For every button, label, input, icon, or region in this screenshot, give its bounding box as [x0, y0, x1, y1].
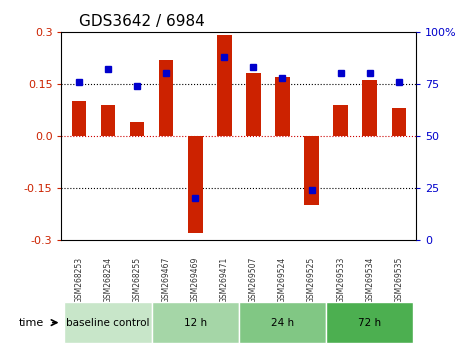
Bar — [392, 108, 406, 136]
Text: time: time — [19, 318, 44, 327]
Bar — [246, 73, 261, 136]
Text: GSM269535: GSM269535 — [394, 257, 403, 303]
Text: percentile rank within the sample: percentile rank within the sample — [203, 318, 368, 327]
Text: 24 h: 24 h — [271, 318, 294, 327]
FancyBboxPatch shape — [64, 302, 152, 343]
Bar — [79, 314, 90, 331]
Text: GSM268254: GSM268254 — [104, 257, 113, 303]
Text: GSM268255: GSM268255 — [132, 257, 141, 303]
Text: log ratio: log ratio — [97, 318, 137, 327]
Text: GSM269534: GSM269534 — [365, 257, 374, 303]
Text: GDS3642 / 6984: GDS3642 / 6984 — [79, 14, 205, 29]
Text: GSM269525: GSM269525 — [307, 257, 316, 303]
Bar — [304, 136, 319, 205]
Text: baseline control: baseline control — [66, 318, 150, 327]
Text: GSM269533: GSM269533 — [336, 257, 345, 303]
Text: GSM268253: GSM268253 — [74, 257, 83, 303]
Bar — [275, 77, 290, 136]
Text: GSM269507: GSM269507 — [249, 257, 258, 303]
Bar — [217, 35, 232, 136]
FancyBboxPatch shape — [152, 302, 239, 343]
Bar — [333, 104, 348, 136]
Text: 12 h: 12 h — [184, 318, 207, 327]
Bar — [130, 122, 144, 136]
Bar — [101, 104, 115, 136]
Bar — [362, 80, 377, 136]
Text: GSM269469: GSM269469 — [191, 257, 200, 303]
Bar — [188, 136, 202, 233]
FancyBboxPatch shape — [239, 302, 326, 343]
Text: GSM269524: GSM269524 — [278, 257, 287, 303]
Text: 72 h: 72 h — [358, 318, 381, 327]
Text: GSM269471: GSM269471 — [220, 257, 229, 303]
FancyBboxPatch shape — [326, 302, 413, 343]
Bar — [159, 59, 174, 136]
Text: GSM269467: GSM269467 — [162, 257, 171, 303]
Bar — [72, 101, 86, 136]
